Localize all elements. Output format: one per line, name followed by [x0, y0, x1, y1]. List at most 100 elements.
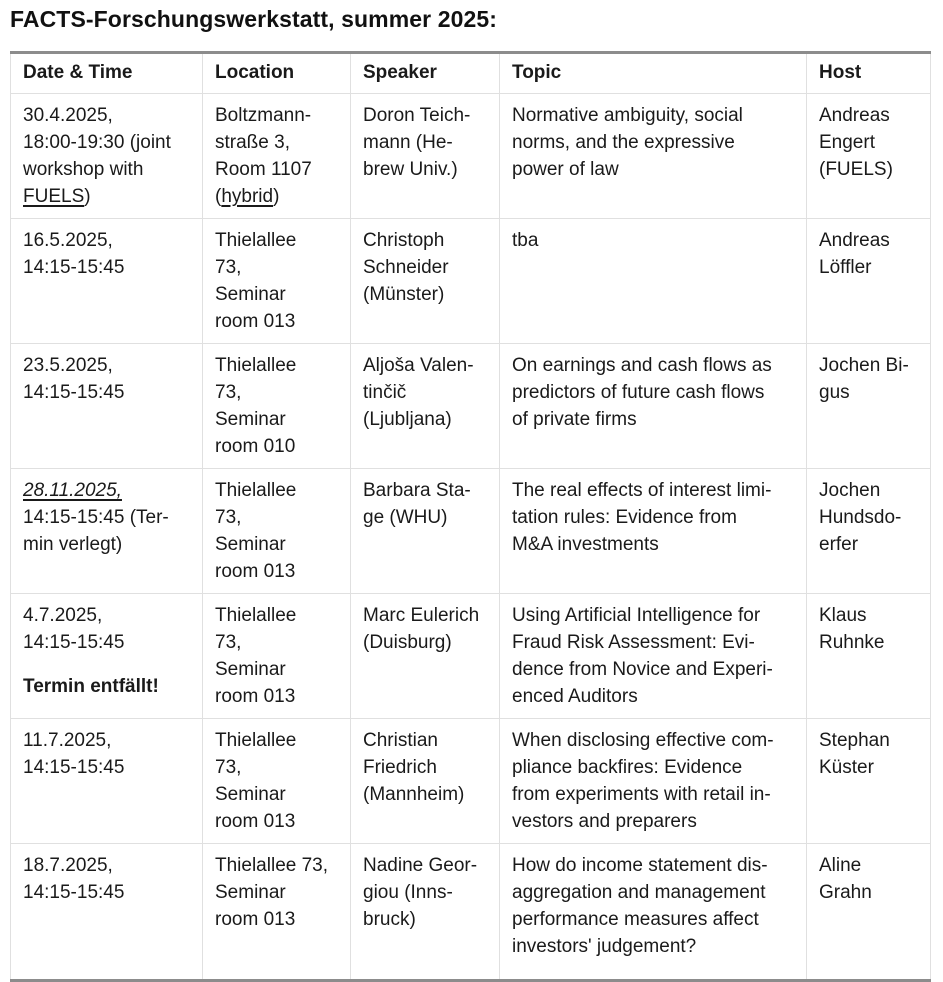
cell-paragraph: 11.7.2025, 14:15-15:45 — [23, 727, 190, 781]
text-run: Doron Teich- mann (He- brew Univ.) — [363, 105, 471, 180]
table-row: 16.5.2025, 14:15-15:45 Thielallee 73, Sem… — [10, 218, 931, 344]
cell-speaker: Barbara Sta- ge (WHU) — [350, 468, 500, 594]
text-run: Aline Grahn — [819, 855, 872, 903]
cell-speaker: Christoph Schneider (Münster) — [350, 218, 500, 344]
cell-paragraph: 30.4.2025, 18:00-19:30 (joint workshop w… — [23, 102, 190, 210]
cell-paragraph: Jochen Bi- gus — [819, 352, 918, 406]
cell-paragraph: Thielallee 73, Seminar room 013 — [215, 727, 338, 835]
cell-paragraph: 16.5.2025, 14:15-15:45 — [23, 227, 190, 281]
text-run: Jochen Hundsdo- erfer — [819, 480, 902, 555]
text-run: Boltzmann- straße 3, Room 1107 ( — [215, 105, 312, 207]
text-run: Thielallee 73, Seminar room 013 — [215, 730, 297, 832]
cell-paragraph: 4.7.2025, 14:15-15:45 — [23, 602, 190, 656]
cell-speaker: Nadine Geor- giou (Inns- bruck) — [350, 843, 500, 981]
cell-paragraph: Thielallee 73, Seminar room 010 — [215, 352, 338, 460]
cell-paragraph: Termin entfällt! — [23, 673, 190, 700]
text-run: 30.4.2025, 18:00-19:30 (joint workshop w… — [23, 105, 171, 180]
hybrid-link[interactable]: hybrid — [221, 186, 274, 207]
cell-location: Thielallee 73, Seminar room 013 — [202, 843, 351, 981]
cell-location: Thielallee 73, Seminar room 013 — [202, 718, 351, 844]
cell-paragraph: Thielallee 73, Seminar room 013 — [215, 477, 338, 585]
text-run: 16.5.2025, 14:15-15:45 — [23, 230, 125, 278]
cell-topic: tba — [499, 218, 807, 344]
cell-date: 4.7.2025, 14:15-15:45 Termin entfällt! — [10, 593, 203, 719]
cell-host: Andreas Engert (FUELS) — [806, 93, 931, 219]
table-body: 30.4.2025, 18:00-19:30 (joint workshop w… — [10, 93, 931, 981]
cell-topic: When disclosing effective com- pliance b… — [499, 718, 807, 844]
cell-speaker: Marc Eulerich (Duisburg) — [350, 593, 500, 719]
text-run: Christian Friedrich (Mannheim) — [363, 730, 465, 805]
column-header-speaker: Speaker — [350, 52, 500, 94]
cell-host: Andreas Löffler — [806, 218, 931, 344]
cell-date: 11.7.2025, 14:15-15:45 — [10, 718, 203, 844]
table-row: 28.11.2025, 14:15-15:45 (Ter- min verleg… — [10, 468, 931, 594]
fuels-link[interactable]: FUELS — [23, 186, 85, 207]
cell-location: Boltzmann- straße 3, Room 1107 (hybrid) — [202, 93, 351, 219]
cell-date: 28.11.2025, 14:15-15:45 (Ter- min verleg… — [10, 468, 203, 594]
text-run: Andreas Engert (FUELS) — [819, 105, 893, 180]
text-run: Nadine Geor- giou (Inns- bruck) — [363, 855, 478, 930]
cell-paragraph: Andreas Löffler — [819, 227, 918, 281]
schedule-table: Date & Time Location Speaker Topic Host … — [10, 51, 931, 982]
text-run: Christoph Schneider (Münster) — [363, 230, 449, 305]
cell-topic: On earnings and cash flows as predictors… — [499, 343, 807, 469]
cell-topic: Normative ambiguity, social norms, and t… — [499, 93, 807, 219]
text-run: 4.7.2025, 14:15-15:45 — [23, 605, 125, 653]
cell-paragraph: Nadine Geor- giou (Inns- bruck) — [363, 852, 487, 933]
cell-host: Jochen Bi- gus — [806, 343, 931, 469]
table-row: 18.7.2025, 14:15-15:45 Thielallee 73, Sem… — [10, 843, 931, 981]
text-run: Thielallee 73, Seminar room 010 — [215, 355, 297, 457]
page-title: FACTS-Forschungswerkstatt, summer 2025: — [10, 6, 498, 32]
text-run: Jochen Bi- gus — [819, 355, 909, 403]
cell-paragraph: Thielallee 73, Seminar room 013 — [215, 852, 338, 933]
cell-paragraph: Barbara Sta- ge (WHU) — [363, 477, 487, 531]
cell-paragraph: Boltzmann- straße 3, Room 1107 (hybrid) — [215, 102, 338, 210]
header-row: Date & Time Location Speaker Topic Host — [10, 52, 931, 94]
text-run: 23.5.2025, 14:15-15:45 — [23, 355, 125, 403]
cell-host: Jochen Hundsdo- erfer — [806, 468, 931, 594]
text-run: ) — [84, 186, 91, 207]
text-run: Normative ambiguity, social norms, and t… — [512, 105, 743, 180]
text-run: Andreas Löffler — [819, 230, 890, 278]
table-row: 23.5.2025, 14:15-15:45 Thielallee 73, Sem… — [10, 343, 931, 469]
text-run: 11.7.2025, 14:15-15:45 — [23, 730, 125, 778]
cell-host: Aline Grahn — [806, 843, 931, 981]
cell-speaker: Christian Friedrich (Mannheim) — [350, 718, 500, 844]
cell-date: 23.5.2025, 14:15-15:45 — [10, 343, 203, 469]
cell-date: 16.5.2025, 14:15-15:45 — [10, 218, 203, 344]
cell-paragraph: 18.7.2025, 14:15-15:45 — [23, 852, 190, 906]
text-run: Marc Eulerich (Duisburg) — [363, 605, 480, 653]
cell-date: 18.7.2025, 14:15-15:45 — [10, 843, 203, 981]
text-run: Aljoša Valen- tinčič (Ljubljana) — [363, 355, 474, 430]
cell-paragraph: The real effects of interest limi- tatio… — [512, 477, 794, 558]
cell-speaker: Aljoša Valen- tinčič (Ljubljana) — [350, 343, 500, 469]
text-run: How do income statement dis- aggregation… — [512, 855, 768, 957]
text-run: Thielallee 73, Seminar room 013 — [215, 230, 297, 332]
cell-topic: The real effects of interest limi- tatio… — [499, 468, 807, 594]
cell-paragraph: When disclosing effective com- pliance b… — [512, 727, 794, 835]
cell-location: Thielallee 73, Seminar room 013 — [202, 468, 351, 594]
text-run: Thielallee 73, Seminar room 013 — [215, 480, 297, 582]
column-header-topic: Topic — [499, 52, 807, 94]
text-run: Thielallee 73, Seminar room 013 — [215, 855, 329, 930]
text-run: 14:15-15:45 (Ter- min verlegt) — [23, 507, 169, 555]
cell-paragraph: 28.11.2025, 14:15-15:45 (Ter- min verleg… — [23, 477, 190, 558]
text-run: ) — [273, 186, 280, 207]
cell-speaker: Doron Teich- mann (He- brew Univ.) — [350, 93, 500, 219]
cell-paragraph: Using Artificial Intelligence for Fraud … — [512, 602, 794, 710]
cell-paragraph: Thielallee 73, Seminar room 013 — [215, 602, 338, 710]
text-run: The real effects of interest limi- tatio… — [512, 480, 772, 555]
text-run: Barbara Sta- ge (WHU) — [363, 480, 471, 528]
text-run: On earnings and cash flows as predictors… — [512, 355, 772, 430]
table-row: 30.4.2025, 18:00-19:30 (joint workshop w… — [10, 93, 931, 219]
cell-paragraph: Andreas Engert (FUELS) — [819, 102, 918, 183]
cell-paragraph: Stephan Küster — [819, 727, 918, 781]
cell-paragraph: Christoph Schneider (Münster) — [363, 227, 487, 308]
text-run: tba — [512, 230, 539, 251]
text-run: Stephan Küster — [819, 730, 890, 778]
cell-host: Stephan Küster — [806, 718, 931, 844]
moved-date-link[interactable]: 28.11.2025, — [23, 480, 122, 501]
cell-paragraph: Aline Grahn — [819, 852, 918, 906]
text-run: 18.7.2025, 14:15-15:45 — [23, 855, 125, 903]
